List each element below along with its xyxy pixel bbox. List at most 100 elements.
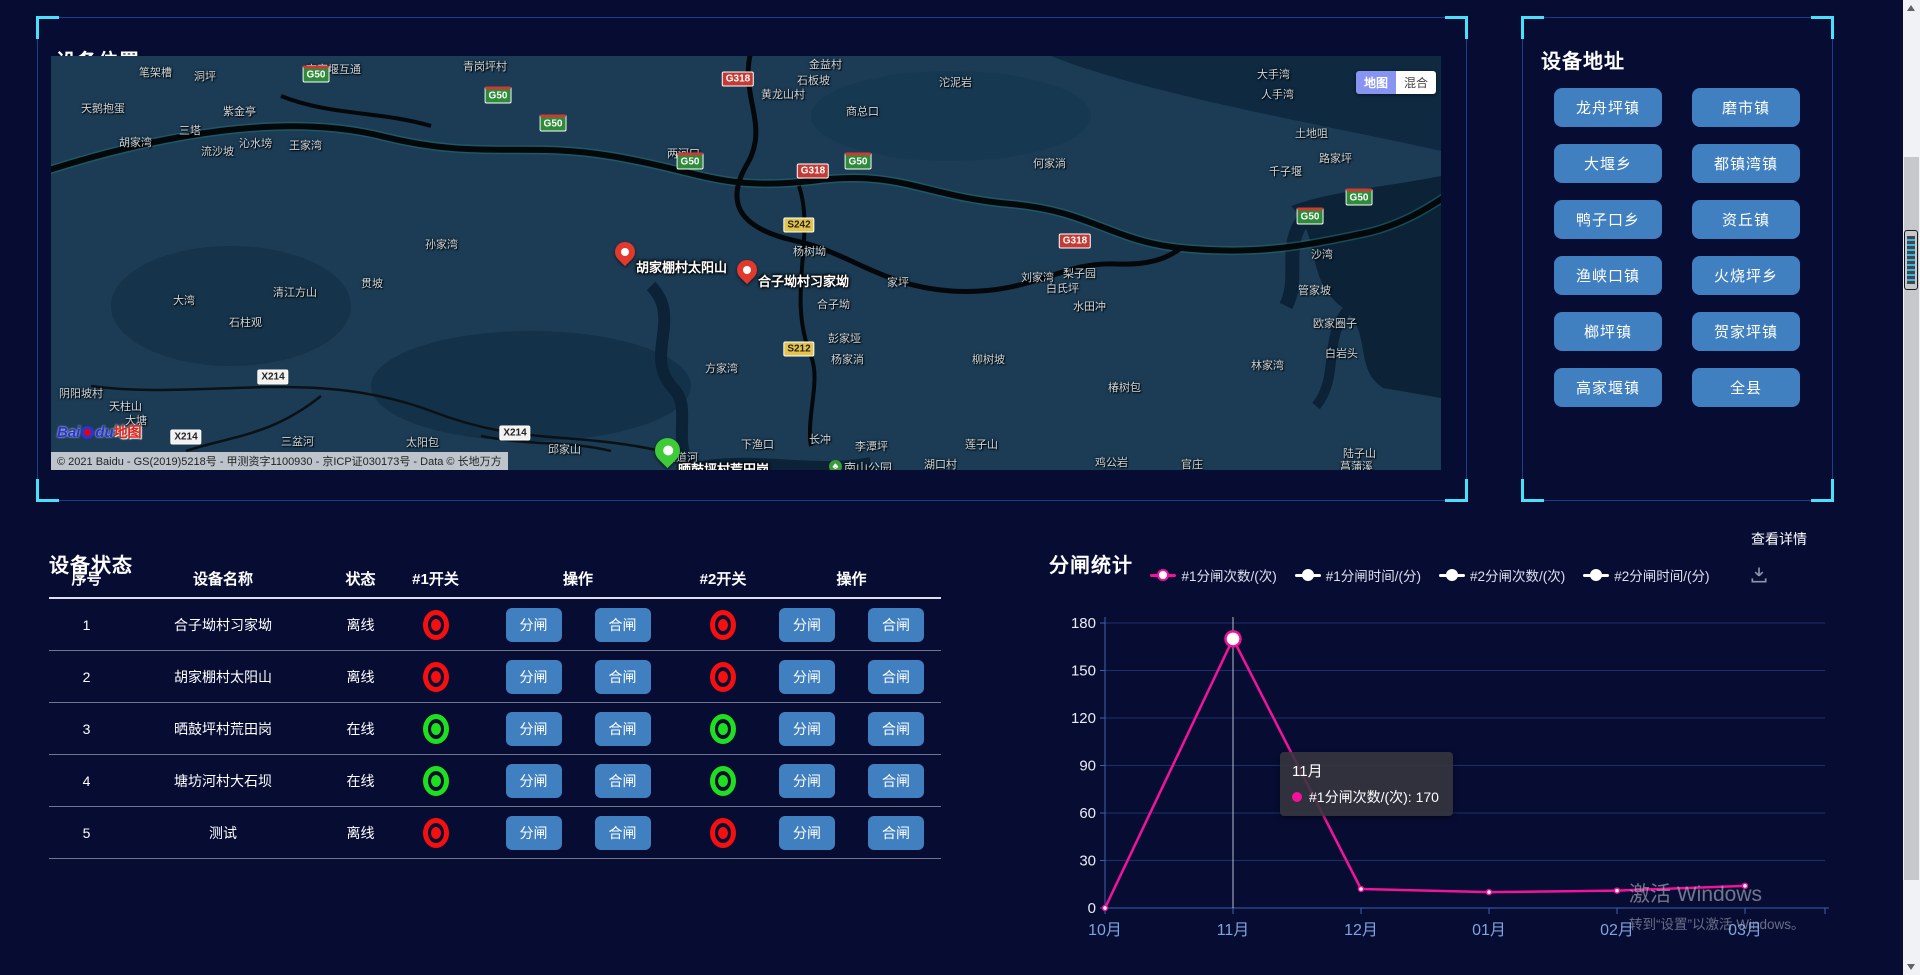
legend-series-label: #1分闸次数/(次) [1181,569,1277,584]
operation-cell: 分闸 合闸 [472,711,684,746]
address-button-12[interactable]: 全县 [1692,368,1800,407]
map-place-label: 天鹅抱蛋 [81,103,125,115]
open-switch-button[interactable]: 分闸 [779,763,835,798]
map-place-label: 官庄 [1181,459,1203,470]
row-index: 1 [82,616,91,633]
line-chart[interactable]: 0 30 60 90 120 150 180 10月 11月 12月 01月 02月 03月 [1070,610,1830,955]
download-icon[interactable] [1749,565,1769,585]
switch2-indicator [684,713,762,744]
road-badge-g50: G50 [1345,188,1373,206]
road-badge-g318: G318 [1058,233,1092,249]
address-button-10[interactable]: 贺家坪镇 [1692,312,1800,351]
address-button-7[interactable]: 渔峡口镇 [1554,256,1662,295]
map-place-label: 王家湾 [289,140,322,152]
map-type-control: 地图 混合 [1356,71,1437,94]
road-badge-x214: X214 [170,429,202,445]
operation-cell: 分闸 合闸 [762,607,941,642]
road-badge-g318: G318 [721,71,755,87]
legend-item-1[interactable]: #1分闸次数/(次) [1150,565,1277,585]
map-place-label: 紫金亭 [223,106,256,118]
close-switch-button[interactable]: 合闸 [594,659,651,694]
map-place-label: 三盆河 [281,436,314,448]
legend-series-label: #1分闸时间/(分) [1325,569,1421,584]
operation-buttons: 分闸 合闸 [472,815,684,850]
address-button-5[interactable]: 鸭子口乡 [1554,200,1662,239]
open-switch-button[interactable]: 分闸 [779,815,835,850]
legend-item-4[interactable]: #2分闸时间/(分) [1583,565,1710,585]
column-header: 状态 [345,570,376,588]
table-row: 1 合子坳村习家坳 离线 分闸 合闸 分闸 合闸 [49,599,941,651]
open-switch-button[interactable]: 分闸 [505,659,562,694]
tooltip-value: #1分闸次数/(次): 170 [1309,789,1439,805]
svg-text:03月: 03月 [1728,922,1762,939]
operation-buttons: 分闸 合闸 [472,607,684,642]
device-name: 测试 [209,824,237,841]
status-indicator-red [710,817,736,848]
address-button-6[interactable]: 资丘镇 [1692,200,1800,239]
baidu-map[interactable]: 笔架槽 洞坪 天鹅抱蛋 胡家湾 高家堰互通 青岗坪村 黄龙山村 金益村 石板坡 商总口 沱泥岩 大手湾… [51,56,1441,470]
page-scrollbar[interactable] [1903,0,1920,975]
map-place-label: 管家坡 [1298,285,1331,297]
baidu-logo-du: du [95,423,114,441]
svg-text:01月: 01月 [1472,922,1506,939]
map-place-label: 金益村 [809,59,842,71]
legend-series-icon [1439,568,1465,581]
map-place-label: 鸡公岩 [1095,457,1128,469]
close-switch-button[interactable]: 合闸 [868,659,924,694]
map-type-map-button[interactable]: 地图 [1356,71,1397,94]
road-badge-g50: G50 [539,114,567,132]
close-switch-button[interactable]: 合闸 [868,763,924,798]
close-switch-button[interactable]: 合闸 [868,815,924,850]
table-row: 4 塘坊河村大石坝 在线 分闸 合闸 分闸 合闸 [49,755,941,807]
address-button-9[interactable]: 榔坪镇 [1554,312,1662,351]
address-button-3[interactable]: 大堰乡 [1554,144,1662,183]
address-button-11[interactable]: 高家堰镇 [1554,368,1662,407]
close-switch-button[interactable]: 合闸 [594,711,651,746]
close-switch-button[interactable]: 合闸 [868,711,924,746]
table-row: 2 胡家棚村太阳山 离线 分闸 合闸 分闸 合闸 [49,651,941,703]
scrollbar-thumb[interactable] [1904,157,1919,880]
map-place-label: 邱家山 [548,444,581,456]
open-switch-button[interactable]: 分闸 [505,607,562,642]
close-switch-button[interactable]: 合闸 [594,607,651,642]
legend-item-3[interactable]: #2分闸次数/(次) [1439,565,1565,585]
map-place-label: 胡家湾 [119,137,152,149]
view-details-link[interactable]: 查看详情 [1751,531,1807,547]
map-place-label: 贯坡 [361,278,383,290]
close-switch-button[interactable]: 合闸 [594,815,651,850]
legend-item-2[interactable]: #1分闸时间/(分) [1294,565,1421,585]
open-switch-button[interactable]: 分闸 [505,763,562,798]
close-switch-button[interactable]: 合闸 [868,607,924,642]
svg-text:02月: 02月 [1600,922,1634,939]
map-place-label: 大手湾 [1257,69,1290,81]
map-place-label: 沙湾 [1311,249,1333,261]
map-type-hybrid-button[interactable]: 混合 [1396,71,1437,94]
scrollbar-overlay-widget [1904,230,1918,290]
map-place-label: 流沙坡 [201,146,234,158]
scrollbar-down-arrow[interactable] [1907,964,1915,970]
svg-text:12月: 12月 [1344,922,1378,939]
device-address-title: 设备地址 [1541,50,1625,73]
svg-text:90: 90 [1079,758,1096,775]
open-switch-button[interactable]: 分闸 [779,711,835,746]
legend-series-icon [1150,568,1177,581]
open-switch-button[interactable]: 分闸 [505,815,562,850]
device-name: 胡家棚村太阳山 [174,668,272,685]
address-button-1[interactable]: 龙舟坪镇 [1554,88,1662,127]
address-button-4[interactable]: 都镇湾镇 [1692,144,1800,183]
scrollbar-up-arrow[interactable] [1907,5,1915,11]
operation-cell: 分闸 合闸 [762,815,941,850]
address-button-2[interactable]: 磨市镇 [1692,88,1800,127]
map-place-label: 方家湾 [705,363,738,375]
svg-text:30: 30 [1079,853,1096,870]
map-place-label: 千子堰 [1269,166,1302,178]
address-button-8[interactable]: 火烧坪乡 [1692,256,1800,295]
map-place-label: 洞坪 [194,71,216,83]
open-switch-button[interactable]: 分闸 [779,659,835,694]
close-switch-button[interactable]: 合闸 [594,763,651,798]
open-switch-button[interactable]: 分闸 [505,711,562,746]
open-switch-button[interactable]: 分闸 [779,607,835,642]
corner-accent [1445,16,1468,39]
